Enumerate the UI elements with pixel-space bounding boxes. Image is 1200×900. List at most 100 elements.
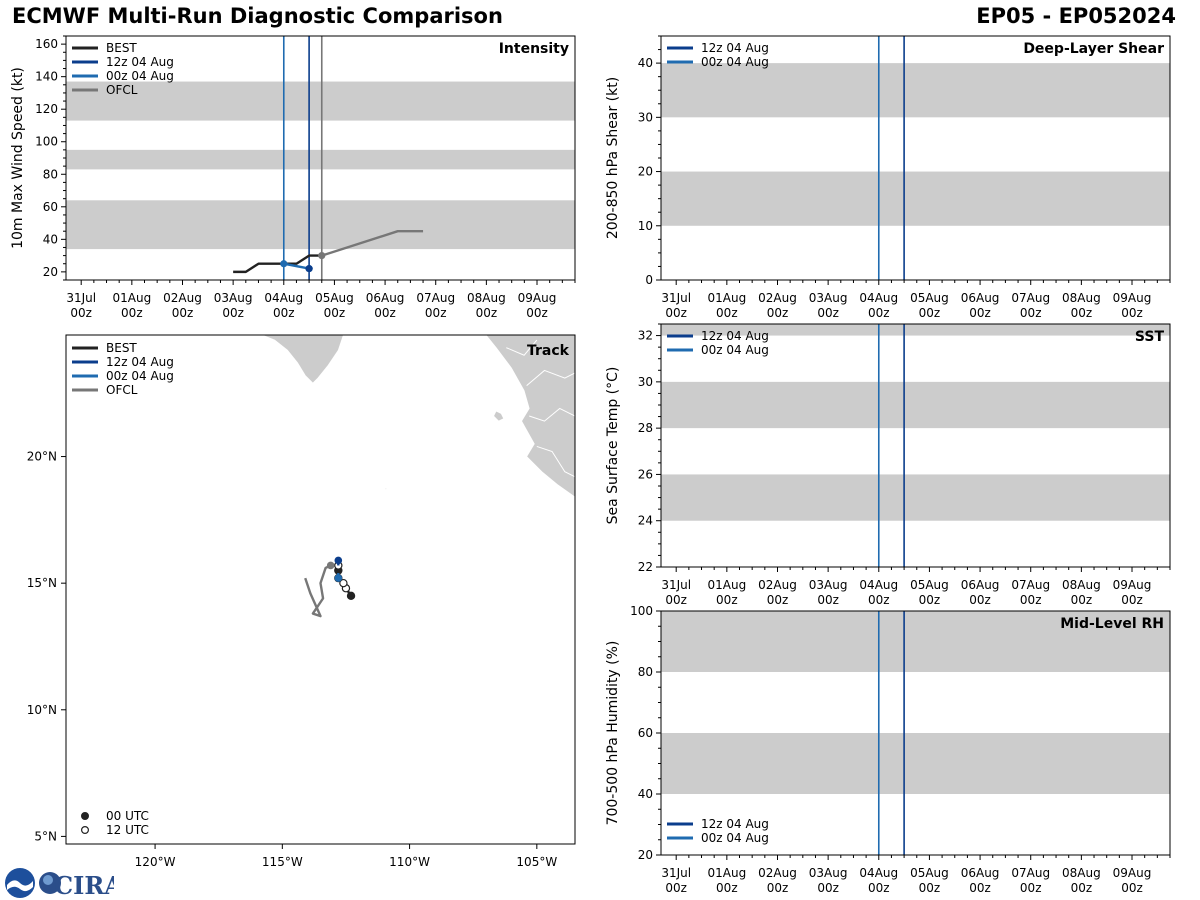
sst-title: SST — [1135, 329, 1165, 345]
rh-xtick-date-8: 08Aug — [1062, 866, 1101, 880]
track-point-00z-04-aug — [334, 574, 343, 582]
track-marker-legend-symbol-1 — [80, 825, 89, 834]
intensity-ytick-label-140: 140 — [35, 70, 58, 84]
sst-xtick-date-3: 03Aug — [809, 578, 848, 592]
rh-legend-label-1: 00z 04 Aug — [701, 831, 769, 845]
track-marker-legend-label-1: 12 UTC — [106, 823, 149, 837]
cira-logo-text: CIRA — [54, 871, 114, 900]
track-line-ofcl — [304, 564, 332, 618]
intensity-xtick-date-7: 07Aug — [416, 291, 455, 305]
track-point-best-0 — [346, 591, 356, 601]
intensity-marker-12z-04-aug-0 — [305, 265, 313, 273]
track-panel: 120°W 115°W 110°W 105°W 5°N 10°N 15°N 20°N Track… — [27, 334, 576, 869]
rh-xtick-date-4: 04Aug — [859, 866, 898, 880]
sst-xtick-hour-4: 00z — [868, 593, 890, 607]
shear-xtick-hour-2: 00z — [767, 306, 789, 320]
intensity-band-2 — [66, 81, 575, 121]
rh-xtick-hour-6: 00z — [969, 881, 991, 895]
shear-xtick-date-6: 06Aug — [961, 291, 1000, 305]
rh-xtick-date-7: 07Aug — [1011, 866, 1050, 880]
figure-title: ECMWF Multi-Run Diagnostic Comparison — [12, 4, 503, 28]
sst-legend-label-0: 12z 04 Aug — [701, 329, 769, 343]
noaa-bird-icon — [7, 880, 33, 892]
rh-ytick-label-80: 80 — [638, 665, 653, 679]
intensity-xtick-hour-6: 00z — [374, 306, 396, 320]
intensity-band-0 — [66, 200, 575, 250]
intensity-legend-label-1: 12z 04 Aug — [106, 55, 174, 69]
shear-band-1 — [661, 63, 1170, 118]
intensity-xtick-hour-5: 00z — [324, 306, 346, 320]
sst-xtick-hour-1: 00z — [716, 593, 738, 607]
rh-xtick-date-5: 05Aug — [910, 866, 949, 880]
intensity-series-best — [233, 254, 322, 274]
shear-ytick-label-20: 20 — [638, 165, 653, 179]
intensity-series-00z-04-aug — [283, 262, 310, 270]
rh-xtick-hour-7: 00z — [1020, 881, 1042, 895]
sst-xtick-hour-9: 00z — [1121, 593, 1143, 607]
rh-xtick-date-3: 03Aug — [809, 866, 848, 880]
rh-xtick-date-0: 31Jul — [661, 866, 691, 880]
track-land-3 — [384, 487, 388, 490]
intensity-xtick-date-1: 01Aug — [112, 291, 151, 305]
intensity-xtick-date-2: 02Aug — [163, 291, 202, 305]
sst-xtick-hour-0: 00z — [665, 593, 687, 607]
intensity-xtick-hour-8: 00z — [476, 306, 498, 320]
rh-xtick-hour-3: 00z — [817, 881, 839, 895]
track-legend-label-3: OFCL — [106, 383, 138, 397]
sst-xtick-hour-3: 00z — [817, 593, 839, 607]
sst-xtick-date-0: 31Jul — [661, 578, 691, 592]
shear-xtick-date-7: 07Aug — [1011, 291, 1050, 305]
sst-xtick-hour-7: 00z — [1020, 593, 1042, 607]
track-xtick-label-3: 105°W — [516, 855, 557, 869]
rh-xtick-hour-5: 00z — [919, 881, 941, 895]
intensity-xtick-hour-4: 00z — [273, 306, 295, 320]
sst-ytick-label-30: 30 — [638, 375, 653, 389]
rh-legend-label-0: 12z 04 Aug — [701, 817, 769, 831]
storm-id-title: EP05 - EP052024 — [976, 4, 1176, 28]
rh-xtick-date-6: 06Aug — [961, 866, 1000, 880]
intensity-marker-00z-04-aug-0 — [280, 260, 288, 268]
sst-xtick-date-4: 04Aug — [859, 578, 898, 592]
intensity-xtick-hour-0: 00z — [70, 306, 92, 320]
track-marker-legend-symbol-0 — [80, 811, 89, 820]
sst-xtick-date-1: 01Aug — [707, 578, 746, 592]
track-point-best-2 — [339, 578, 348, 588]
track-legend-label-1: 12z 04 Aug — [106, 355, 174, 369]
intensity-legend-label-2: 00z 04 Aug — [106, 69, 174, 83]
shear-band-0 — [661, 171, 1170, 226]
shear-xtick-hour-9: 00z — [1121, 306, 1143, 320]
sst-frame — [660, 323, 1171, 568]
shear-xtick-date-0: 31Jul — [661, 291, 691, 305]
track-border-0 — [526, 369, 576, 387]
intensity-ytick-label-160: 160 — [35, 37, 58, 51]
shear-ytick-label-10: 10 — [638, 219, 653, 233]
sst-xtick-hour-8: 00z — [1071, 593, 1093, 607]
rh-xtick-date-1: 01Aug — [707, 866, 746, 880]
sst-xtick-hour-6: 00z — [969, 593, 991, 607]
rh-xtick-date-2: 02Aug — [758, 866, 797, 880]
shear-ytick-label-40: 40 — [638, 56, 653, 70]
shear-ytick-label-30: 30 — [638, 110, 653, 124]
track-legend-label-0: BEST — [106, 341, 137, 355]
rh-ytick-label-40: 40 — [638, 787, 653, 801]
rh-ylabel: 700-500 hPa Humidity (%) — [605, 641, 621, 826]
shear-xtick-hour-0: 00z — [665, 306, 687, 320]
rh-title: Mid-Level RH — [1060, 616, 1164, 632]
shear-panel: 01020304031Jul00z01Aug00z02Aug00z03Aug00… — [605, 35, 1171, 320]
sst-xtick-date-6: 06Aug — [961, 578, 1000, 592]
rh-xtick-hour-1: 00z — [716, 881, 738, 895]
intensity-band-1 — [66, 149, 575, 170]
shear-xtick-hour-5: 00z — [919, 306, 941, 320]
track-border-2 — [536, 445, 576, 478]
sst-xtick-date-8: 08Aug — [1062, 578, 1101, 592]
shear-xtick-hour-1: 00z — [716, 306, 738, 320]
sst-ytick-label-32: 32 — [638, 329, 653, 343]
shear-ytick-label-0: 0 — [645, 273, 653, 287]
track-frame — [65, 334, 576, 845]
sst-ytick-label-24: 24 — [638, 514, 653, 528]
intensity-xtick-date-9: 09Aug — [518, 291, 557, 305]
track-border-1 — [529, 407, 576, 422]
sst-legend-label-1: 00z 04 Aug — [701, 343, 769, 357]
rh-xtick-date-9: 09Aug — [1113, 866, 1152, 880]
sst-ylabel: Sea Surface Temp (°C) — [605, 367, 621, 525]
